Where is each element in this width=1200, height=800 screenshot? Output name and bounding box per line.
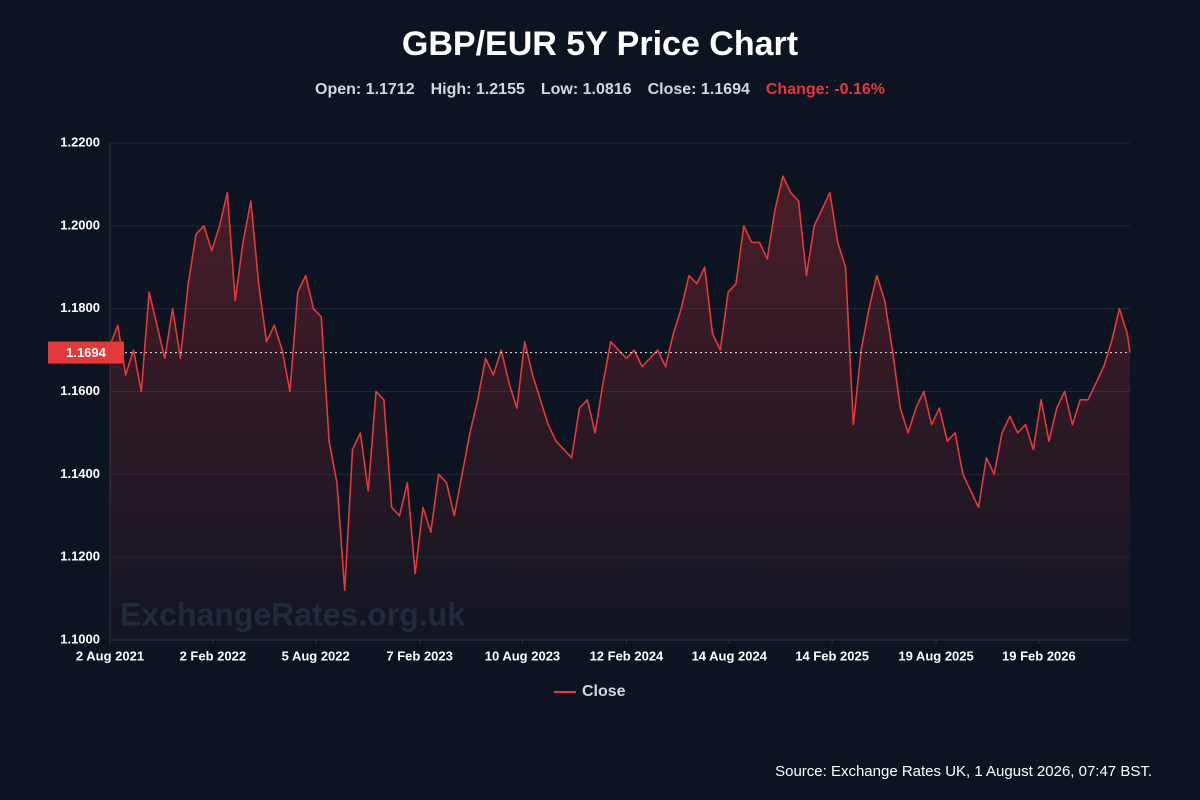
- y-tick-label: 1.1200: [60, 549, 100, 564]
- x-tick-label: 12 Feb 2024: [590, 648, 664, 663]
- current-label: 1.1694: [66, 345, 107, 360]
- stat: Open: 1.1712: [315, 81, 415, 98]
- x-tick-label: 2 Feb 2022: [180, 648, 247, 663]
- x-tick-label: 19 Aug 2025: [898, 648, 973, 663]
- line: [109, 175, 1131, 592]
- x-tick-label: 14 Aug 2024: [692, 648, 768, 663]
- y-tick-label: 1.1400: [60, 466, 100, 481]
- watermark: ExchangeRates.org.uk: [120, 596, 465, 632]
- chart-title: GBP/EUR 5Y Price Chart: [402, 25, 798, 63]
- x-tick-label: 5 Aug 2022: [282, 648, 350, 663]
- y-tick-label: 1.2200: [60, 134, 100, 149]
- x-tick-label: 10 Aug 2023: [485, 648, 560, 663]
- x-tick-label: 19 Feb 2026: [1002, 648, 1076, 663]
- x-tick-label: 2 Aug 2021: [76, 648, 144, 663]
- x-tick-label: 14 Feb 2025: [795, 648, 869, 663]
- stat: Close: 1.1694: [648, 81, 750, 98]
- area: [110, 176, 1130, 640]
- y-tick-label: 1.2000: [60, 217, 100, 232]
- y-tick-label: 1.1600: [60, 383, 100, 398]
- legend-label: Close: [582, 683, 626, 700]
- change: Change: -0.16%: [766, 81, 885, 98]
- stat: High: 1.2155: [431, 81, 525, 98]
- source: Source: Exchange Rates UK, 1 August 2026…: [775, 763, 1152, 780]
- current-badge: [48, 341, 124, 364]
- plot-area: 1.1000 1.1200 1.1400 1.1600 1.1800 1.2000 1.22…: [48, 134, 1131, 663]
- x-tick-label: 7 Feb 2023: [386, 648, 453, 663]
- stat: Low: 1.0816: [541, 81, 632, 98]
- y-tick-label: 1.1000: [60, 631, 100, 646]
- y-tick-label: 1.1800: [60, 300, 100, 315]
- stats-line: Open: 1.1712 High: 1.2155 Low: 1.0816 Close…: [315, 81, 885, 98]
